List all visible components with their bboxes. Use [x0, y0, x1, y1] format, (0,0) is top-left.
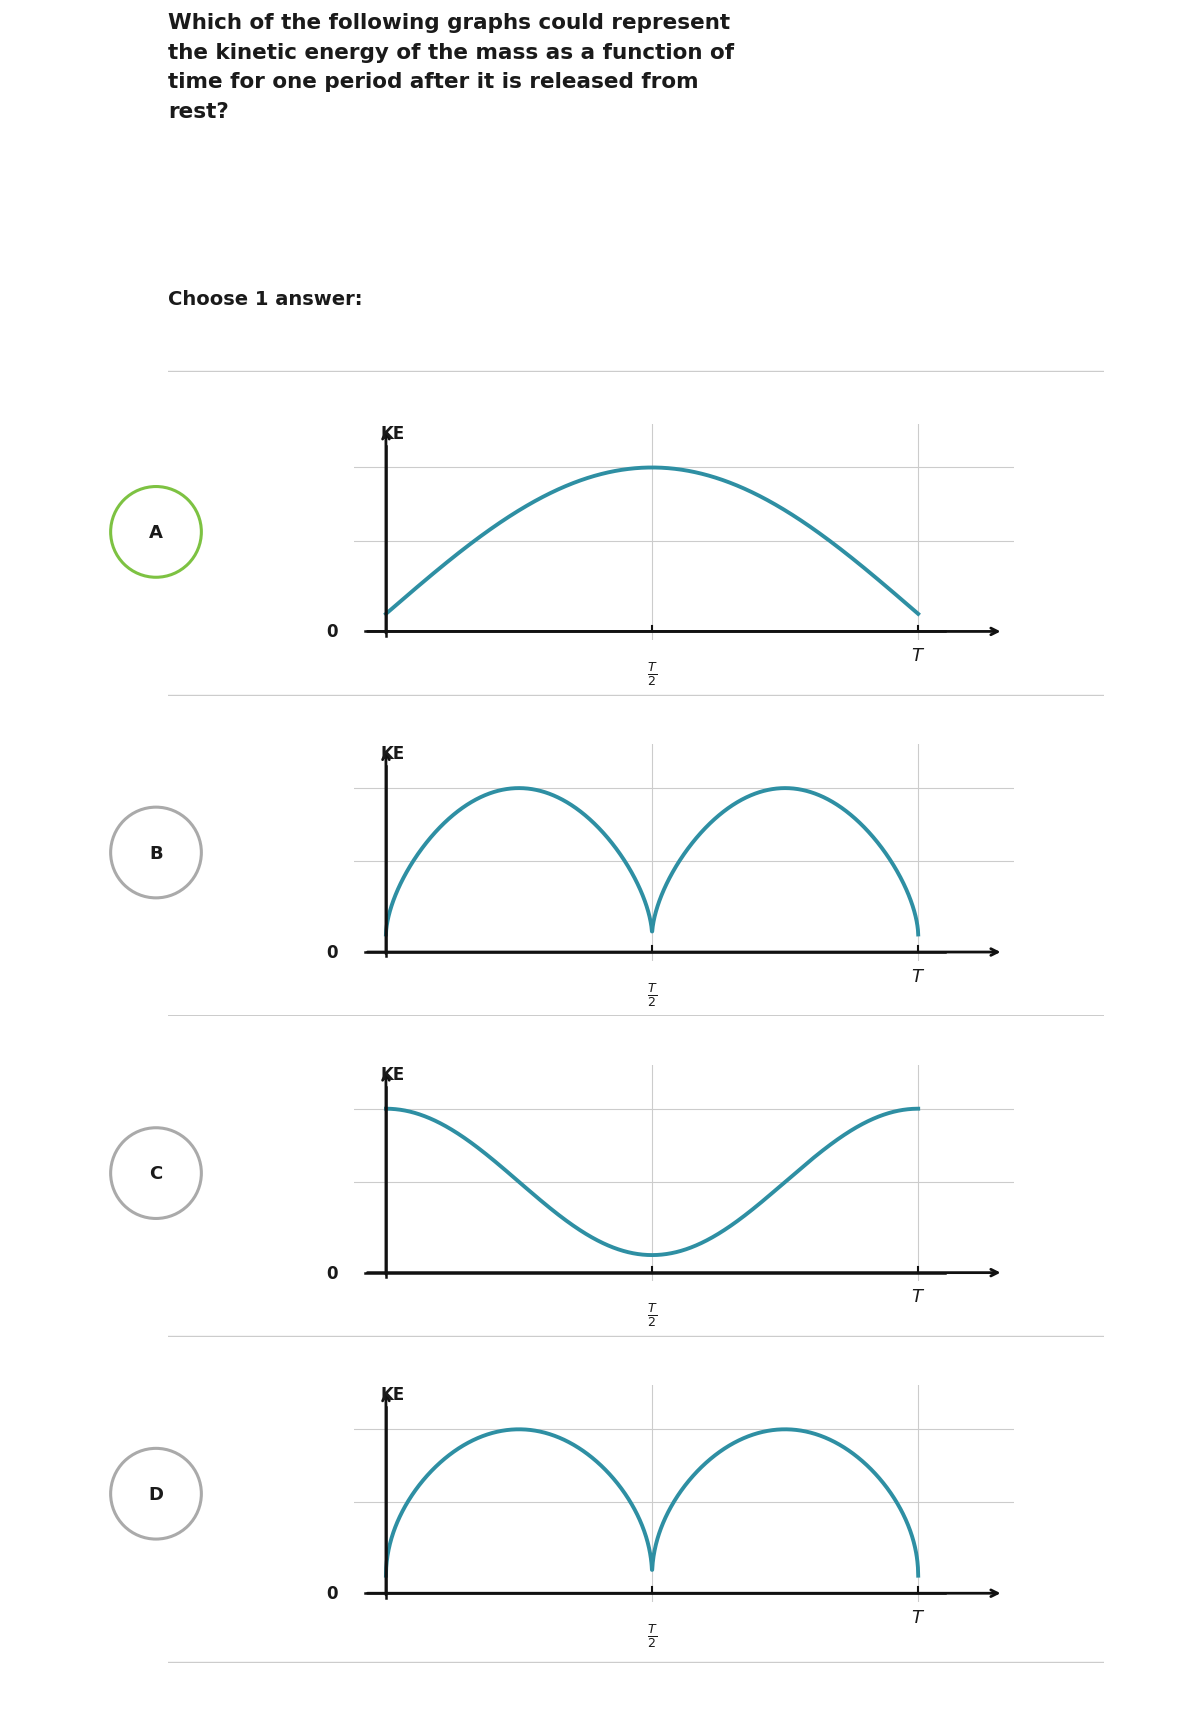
Text: A: A	[149, 523, 163, 542]
Text: $\frac{T}{2}$: $\frac{T}{2}$	[647, 980, 658, 1008]
Text: KE: KE	[380, 745, 404, 762]
Text: $T$: $T$	[911, 1607, 925, 1626]
Text: D: D	[149, 1484, 163, 1503]
Text: 0: 0	[326, 944, 338, 961]
Text: 0: 0	[326, 1585, 338, 1602]
Text: $T$: $T$	[911, 646, 925, 665]
Text: 0: 0	[326, 624, 338, 641]
Text: Which of the following graphs could represent
the kinetic energy of the mass as : Which of the following graphs could repr…	[168, 12, 734, 121]
Text: KE: KE	[380, 424, 404, 442]
Text: Choose 1 answer:: Choose 1 answer:	[168, 289, 362, 308]
Text: $T$: $T$	[911, 1287, 925, 1306]
Text: $\frac{T}{2}$: $\frac{T}{2}$	[647, 1301, 658, 1328]
Text: $\frac{T}{2}$: $\frac{T}{2}$	[647, 660, 658, 688]
Text: 0: 0	[326, 1264, 338, 1282]
Text: C: C	[149, 1164, 163, 1183]
Text: B: B	[149, 843, 163, 863]
Text: $\frac{T}{2}$: $\frac{T}{2}$	[647, 1621, 658, 1649]
Text: KE: KE	[380, 1065, 404, 1082]
Text: KE: KE	[380, 1386, 404, 1403]
Text: $T$: $T$	[911, 966, 925, 986]
